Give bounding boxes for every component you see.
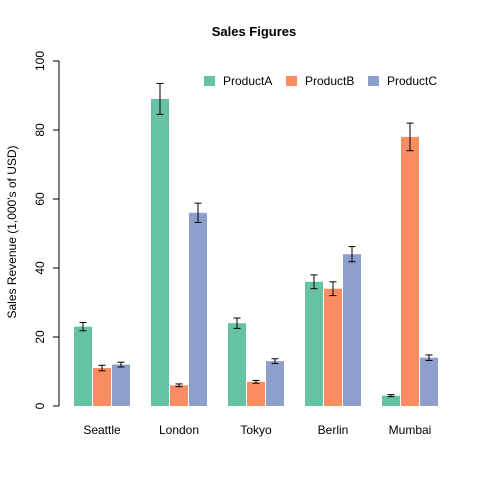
legend-label: ProductC [387, 74, 437, 88]
bars-group [74, 98, 438, 406]
bar-productc-mumbai [420, 357, 438, 406]
error-bars-group [79, 82, 433, 398]
chart-title: Sales Figures [212, 24, 297, 39]
legend-label: ProductB [305, 74, 354, 88]
bar-productc-seattle [112, 364, 130, 406]
y-tick-label: 80 [33, 123, 47, 137]
x-tick-label: Berlin [318, 423, 349, 437]
legend-swatch [204, 76, 215, 86]
y-tick-label: 40 [33, 261, 47, 275]
legend-swatch [368, 76, 379, 86]
bar-producta-mumbai [382, 395, 400, 406]
bar-productc-london [189, 212, 207, 406]
y-axis: 0 20 40 60 80 100 [33, 51, 60, 409]
legend-item-productb: ProductB [286, 74, 354, 88]
bar-productb-london [170, 385, 188, 406]
legend-item-productc: ProductC [368, 74, 437, 88]
error-bar [387, 394, 395, 398]
y-tick-label: 20 [33, 330, 47, 344]
error-bar [252, 379, 260, 384]
error-bar [329, 281, 337, 297]
y-tick-label: 0 [33, 402, 47, 409]
bar-productb-berlin [324, 288, 342, 406]
x-tick-label: Mumbai [389, 423, 432, 437]
legend-label: ProductA [223, 74, 272, 88]
legend: ProductA ProductB ProductC [204, 74, 437, 88]
error-bar [233, 317, 241, 329]
error-bar [175, 383, 183, 388]
legend-item-producta: ProductA [204, 74, 272, 88]
y-tick-label: 60 [33, 192, 47, 206]
bar-productb-seattle [93, 368, 111, 406]
bar-productc-berlin [343, 254, 361, 406]
x-tick-labels: Seattle London Tokyo Berlin Mumbai [83, 423, 431, 437]
error-bar [425, 354, 433, 361]
legend-swatch [286, 76, 297, 86]
x-tick-label: London [159, 423, 199, 437]
error-bar [406, 122, 414, 152]
error-bar [194, 202, 202, 223]
y-tick-label: 100 [33, 51, 47, 71]
bar-productb-tokyo [247, 381, 265, 406]
error-bar [271, 358, 279, 365]
error-bar [156, 82, 164, 115]
x-tick-label: Seattle [83, 423, 121, 437]
error-bar [79, 322, 87, 332]
y-axis-label: Sales Revenue (1,000's of USD) [5, 145, 19, 318]
x-tick-label: Tokyo [240, 423, 272, 437]
bar-producta-london [151, 98, 169, 406]
error-bar [310, 274, 318, 290]
error-bar [117, 361, 125, 368]
bar-productc-tokyo [266, 361, 284, 406]
bar-producta-seattle [74, 326, 92, 406]
bar-producta-tokyo [228, 323, 246, 406]
bar-productb-mumbai [401, 136, 419, 406]
bar-producta-berlin [305, 281, 323, 406]
error-bar [348, 246, 356, 263]
error-bar [98, 364, 106, 372]
